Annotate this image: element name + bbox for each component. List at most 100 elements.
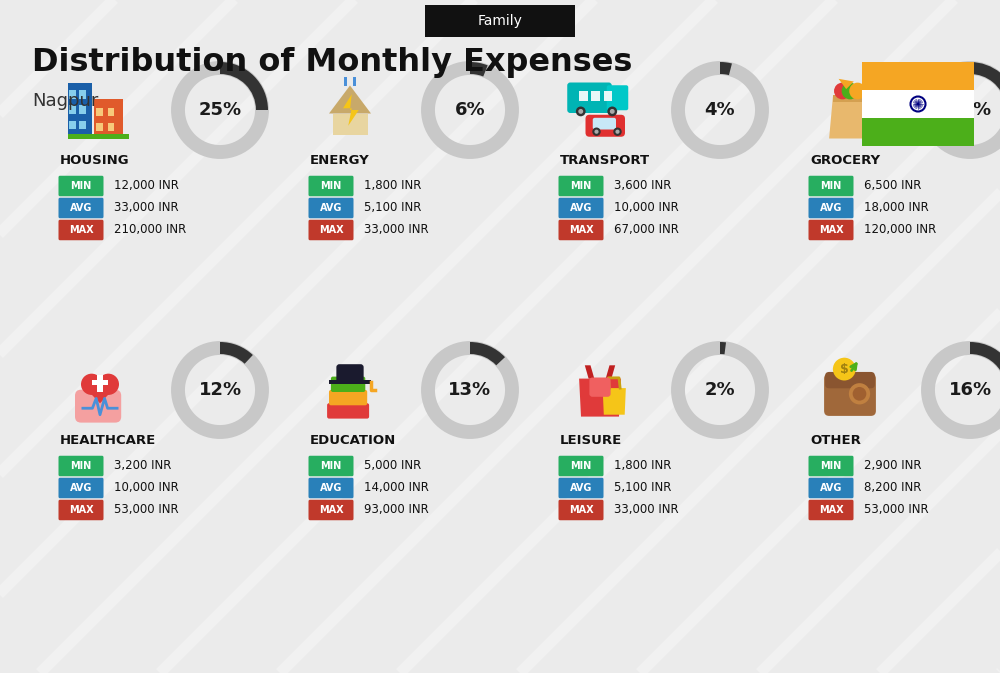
Polygon shape bbox=[82, 384, 118, 403]
Bar bbox=[329, 380, 371, 384]
Text: 33,000 INR: 33,000 INR bbox=[114, 201, 179, 215]
Text: 5,000 INR: 5,000 INR bbox=[364, 460, 421, 472]
Bar bbox=[79, 106, 86, 114]
Circle shape bbox=[81, 374, 102, 395]
Text: 5,100 INR: 5,100 INR bbox=[364, 201, 421, 215]
Text: AVG: AVG bbox=[820, 483, 842, 493]
Text: Distribution of Monthly Expenses: Distribution of Monthly Expenses bbox=[32, 48, 632, 79]
Text: MIN: MIN bbox=[820, 181, 842, 191]
FancyBboxPatch shape bbox=[809, 478, 854, 498]
Polygon shape bbox=[829, 97, 871, 139]
FancyBboxPatch shape bbox=[59, 456, 104, 476]
Circle shape bbox=[853, 387, 866, 400]
Wedge shape bbox=[470, 62, 488, 77]
Circle shape bbox=[849, 383, 870, 404]
Text: 8,200 INR: 8,200 INR bbox=[864, 481, 921, 495]
Bar bbox=[68, 83, 92, 137]
Text: MIN: MIN bbox=[70, 181, 92, 191]
Bar bbox=[92, 380, 108, 386]
Bar bbox=[862, 90, 974, 118]
Bar bbox=[332, 114, 368, 135]
Bar bbox=[96, 108, 103, 116]
Text: 18,000 INR: 18,000 INR bbox=[864, 201, 929, 215]
Text: MIN: MIN bbox=[570, 181, 592, 191]
Circle shape bbox=[578, 109, 583, 114]
FancyBboxPatch shape bbox=[308, 220, 353, 240]
FancyBboxPatch shape bbox=[586, 115, 625, 137]
Text: 22%: 22% bbox=[948, 101, 992, 119]
Wedge shape bbox=[720, 62, 732, 75]
Text: 6,500 INR: 6,500 INR bbox=[864, 180, 921, 192]
Text: 1,800 INR: 1,800 INR bbox=[614, 460, 671, 472]
Text: LEISURE: LEISURE bbox=[560, 433, 622, 446]
Bar bbox=[69, 120, 76, 129]
Text: HEALTHCARE: HEALTHCARE bbox=[60, 433, 156, 446]
Bar bbox=[108, 122, 114, 131]
FancyBboxPatch shape bbox=[558, 456, 604, 476]
Text: 14,000 INR: 14,000 INR bbox=[364, 481, 429, 495]
Text: 53,000 INR: 53,000 INR bbox=[864, 503, 929, 516]
Polygon shape bbox=[579, 379, 621, 417]
Text: AVG: AVG bbox=[320, 203, 342, 213]
FancyBboxPatch shape bbox=[59, 176, 104, 197]
Text: Nagpur: Nagpur bbox=[32, 92, 98, 110]
Wedge shape bbox=[220, 342, 253, 364]
FancyBboxPatch shape bbox=[59, 500, 104, 520]
Text: AVG: AVG bbox=[570, 483, 592, 493]
Text: TRANSPORT: TRANSPORT bbox=[560, 153, 650, 166]
FancyBboxPatch shape bbox=[308, 478, 353, 498]
Text: 12,000 INR: 12,000 INR bbox=[114, 180, 179, 192]
Wedge shape bbox=[470, 342, 505, 365]
Circle shape bbox=[592, 127, 601, 136]
Text: 4%: 4% bbox=[705, 101, 735, 119]
Bar bbox=[579, 92, 588, 101]
Text: $: $ bbox=[840, 363, 849, 376]
FancyBboxPatch shape bbox=[558, 198, 604, 218]
Circle shape bbox=[613, 127, 622, 136]
Text: 53,000 INR: 53,000 INR bbox=[114, 503, 179, 516]
FancyBboxPatch shape bbox=[825, 372, 875, 388]
Text: 16%: 16% bbox=[948, 381, 992, 399]
FancyBboxPatch shape bbox=[59, 198, 104, 218]
Circle shape bbox=[607, 106, 617, 116]
Bar bbox=[79, 120, 86, 129]
Bar bbox=[353, 77, 356, 85]
Text: AVG: AVG bbox=[70, 483, 92, 493]
Text: ENERGY: ENERGY bbox=[310, 153, 370, 166]
FancyBboxPatch shape bbox=[329, 390, 367, 405]
Text: MIN: MIN bbox=[820, 461, 842, 471]
FancyBboxPatch shape bbox=[593, 118, 616, 129]
Text: MAX: MAX bbox=[819, 505, 843, 515]
FancyBboxPatch shape bbox=[809, 456, 854, 476]
Text: 25%: 25% bbox=[198, 101, 242, 119]
Circle shape bbox=[98, 374, 119, 395]
FancyBboxPatch shape bbox=[308, 500, 353, 520]
Text: 1,800 INR: 1,800 INR bbox=[364, 180, 421, 192]
Wedge shape bbox=[220, 62, 268, 110]
Polygon shape bbox=[343, 94, 359, 126]
Text: 10,000 INR: 10,000 INR bbox=[614, 201, 679, 215]
Polygon shape bbox=[606, 365, 615, 379]
Bar bbox=[833, 95, 867, 102]
Circle shape bbox=[615, 130, 620, 134]
Text: MIN: MIN bbox=[570, 461, 592, 471]
FancyBboxPatch shape bbox=[809, 176, 854, 197]
Wedge shape bbox=[720, 342, 726, 354]
FancyBboxPatch shape bbox=[59, 478, 104, 498]
Text: 33,000 INR: 33,000 INR bbox=[364, 223, 429, 236]
FancyBboxPatch shape bbox=[558, 500, 604, 520]
Wedge shape bbox=[970, 342, 1000, 371]
Circle shape bbox=[833, 358, 856, 380]
Text: 33,000 INR: 33,000 INR bbox=[614, 503, 679, 516]
Circle shape bbox=[576, 106, 586, 116]
Wedge shape bbox=[970, 62, 1000, 103]
Text: MAX: MAX bbox=[819, 225, 843, 235]
Circle shape bbox=[834, 83, 851, 100]
FancyBboxPatch shape bbox=[809, 220, 854, 240]
Polygon shape bbox=[603, 388, 626, 415]
FancyBboxPatch shape bbox=[809, 500, 854, 520]
FancyBboxPatch shape bbox=[336, 364, 364, 384]
Circle shape bbox=[610, 109, 615, 114]
FancyBboxPatch shape bbox=[589, 378, 611, 397]
Text: AVG: AVG bbox=[570, 203, 592, 213]
